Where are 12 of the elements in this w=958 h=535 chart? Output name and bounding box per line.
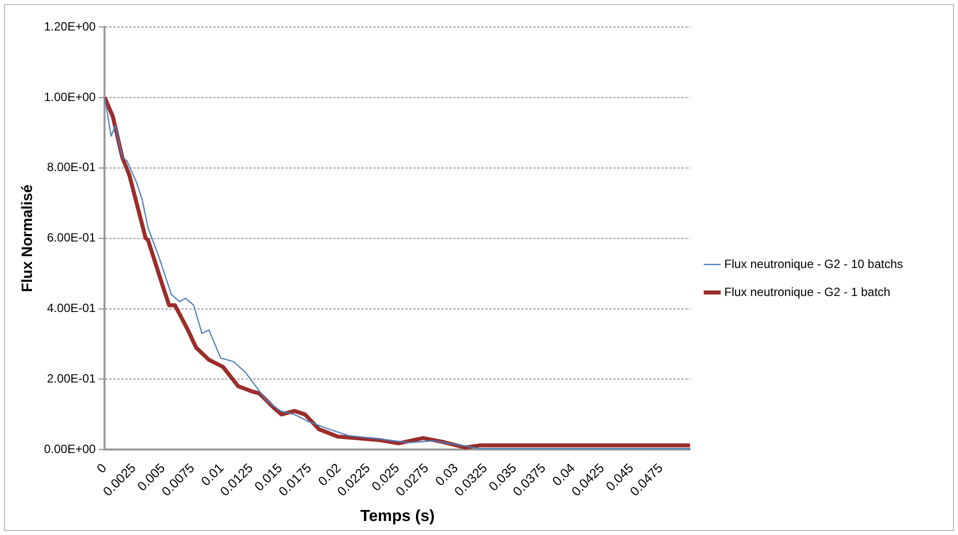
y-tick-label: 0.00E+00: [44, 442, 96, 456]
legend-label: Flux neutronique - G2 - 1 batch: [724, 284, 890, 299]
y-tick-label: 8.00E-01: [47, 160, 96, 174]
y-tick-label: 4.00E-01: [47, 301, 96, 316]
y-axis-title: Flux Normalisé: [19, 184, 36, 292]
y-tick-label: 1.20E+00: [44, 19, 96, 34]
legend-label: Flux neutronique - G2 - 10 batchs: [724, 256, 903, 271]
x-tick-label: 0: [94, 460, 110, 476]
y-tick-label: 6.00E-01: [47, 230, 96, 245]
y-tick-label: 2.00E-01: [47, 372, 96, 386]
x-axis-title: Temps (s): [360, 508, 435, 525]
y-tick-label: 1.00E+00: [44, 90, 96, 104]
